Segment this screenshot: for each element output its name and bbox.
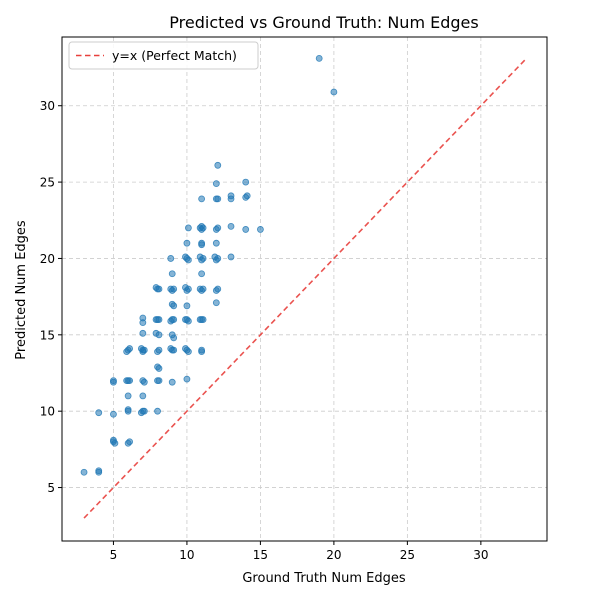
data-point bbox=[227, 222, 235, 230]
legend-label: y=x (Perfect Match) bbox=[112, 48, 237, 63]
legend: y=x (Perfect Match) bbox=[68, 41, 259, 70]
data-point bbox=[154, 407, 161, 415]
data-point bbox=[167, 285, 175, 293]
data-point bbox=[183, 375, 191, 383]
data-point bbox=[214, 195, 222, 203]
data-point bbox=[123, 348, 131, 356]
data-point bbox=[227, 253, 235, 261]
data-point bbox=[212, 239, 220, 247]
y-tick-label: 30 bbox=[40, 99, 55, 113]
data-point bbox=[243, 192, 251, 200]
data-point bbox=[183, 239, 191, 247]
data-point bbox=[227, 192, 235, 200]
data-point bbox=[196, 285, 204, 293]
data-point bbox=[196, 253, 204, 261]
data-point bbox=[168, 270, 176, 278]
data-point bbox=[242, 226, 250, 233]
data-point bbox=[126, 438, 134, 446]
x-axis-label: Ground Truth Num Edges bbox=[242, 571, 406, 586]
x-tick-label: 20 bbox=[326, 548, 341, 562]
data-point bbox=[110, 378, 117, 386]
data-point bbox=[183, 302, 191, 310]
data-point bbox=[184, 224, 192, 232]
data-point bbox=[155, 331, 163, 339]
x-tick-label: 10 bbox=[179, 548, 194, 562]
data-point bbox=[212, 180, 220, 188]
data-point bbox=[182, 316, 189, 323]
y-tick-label: 10 bbox=[40, 405, 55, 419]
data-point bbox=[137, 409, 145, 417]
data-point bbox=[198, 222, 206, 230]
data-point bbox=[167, 317, 175, 325]
data-point bbox=[139, 392, 147, 400]
data-point bbox=[152, 284, 160, 291]
data-point bbox=[139, 329, 147, 337]
data-point bbox=[123, 377, 131, 385]
data-point bbox=[155, 377, 163, 385]
data-points bbox=[80, 54, 338, 476]
data-point bbox=[155, 346, 163, 354]
data-point bbox=[139, 314, 147, 322]
data-point bbox=[182, 345, 189, 352]
data-point bbox=[214, 224, 222, 232]
data-point bbox=[182, 284, 189, 291]
data-point bbox=[198, 239, 206, 247]
data-point bbox=[196, 316, 204, 323]
data-point bbox=[211, 253, 219, 261]
data-point bbox=[198, 346, 206, 354]
data-point bbox=[152, 316, 160, 323]
x-tick-label: 25 bbox=[400, 548, 415, 562]
data-point bbox=[111, 439, 119, 447]
data-point bbox=[167, 345, 175, 352]
y-tick-label: 20 bbox=[40, 252, 55, 266]
x-tick-label: 5 bbox=[110, 548, 118, 562]
data-point bbox=[170, 302, 178, 310]
data-point bbox=[182, 253, 189, 261]
data-point bbox=[214, 161, 222, 169]
y-tick-label: 15 bbox=[40, 328, 55, 342]
plot-area-frame bbox=[61, 36, 548, 542]
data-point bbox=[214, 285, 222, 293]
data-point bbox=[80, 468, 88, 476]
data-point bbox=[110, 410, 117, 418]
chart-title: Predicted vs Ground Truth: Num Edges bbox=[169, 13, 478, 32]
reference-line-y-equals-x bbox=[83, 59, 526, 519]
data-point bbox=[315, 54, 323, 62]
data-point bbox=[95, 409, 103, 417]
data-point bbox=[257, 226, 264, 233]
data-point bbox=[155, 365, 163, 372]
data-point bbox=[330, 88, 338, 96]
data-point bbox=[170, 334, 178, 342]
data-point bbox=[95, 467, 103, 475]
data-point bbox=[124, 392, 132, 400]
legend-box bbox=[68, 41, 259, 70]
x-tick-label: 30 bbox=[473, 548, 488, 562]
data-point bbox=[242, 178, 250, 186]
reference-line-layer bbox=[83, 59, 526, 519]
data-point bbox=[167, 255, 175, 262]
data-point bbox=[212, 299, 220, 307]
y-tick-label: 5 bbox=[47, 481, 55, 495]
data-point bbox=[168, 378, 176, 386]
data-point bbox=[198, 195, 206, 203]
data-point bbox=[140, 378, 148, 386]
y-axis-label: Predicted Num Edges bbox=[14, 220, 29, 360]
data-point bbox=[124, 406, 132, 414]
axis-ticks: 5 10 15 20 25 30 5 10 15 20 25 30 bbox=[40, 99, 489, 562]
y-tick-label: 25 bbox=[40, 176, 55, 190]
x-tick-label: 15 bbox=[253, 548, 268, 562]
data-point bbox=[198, 270, 206, 278]
data-point bbox=[139, 348, 147, 356]
